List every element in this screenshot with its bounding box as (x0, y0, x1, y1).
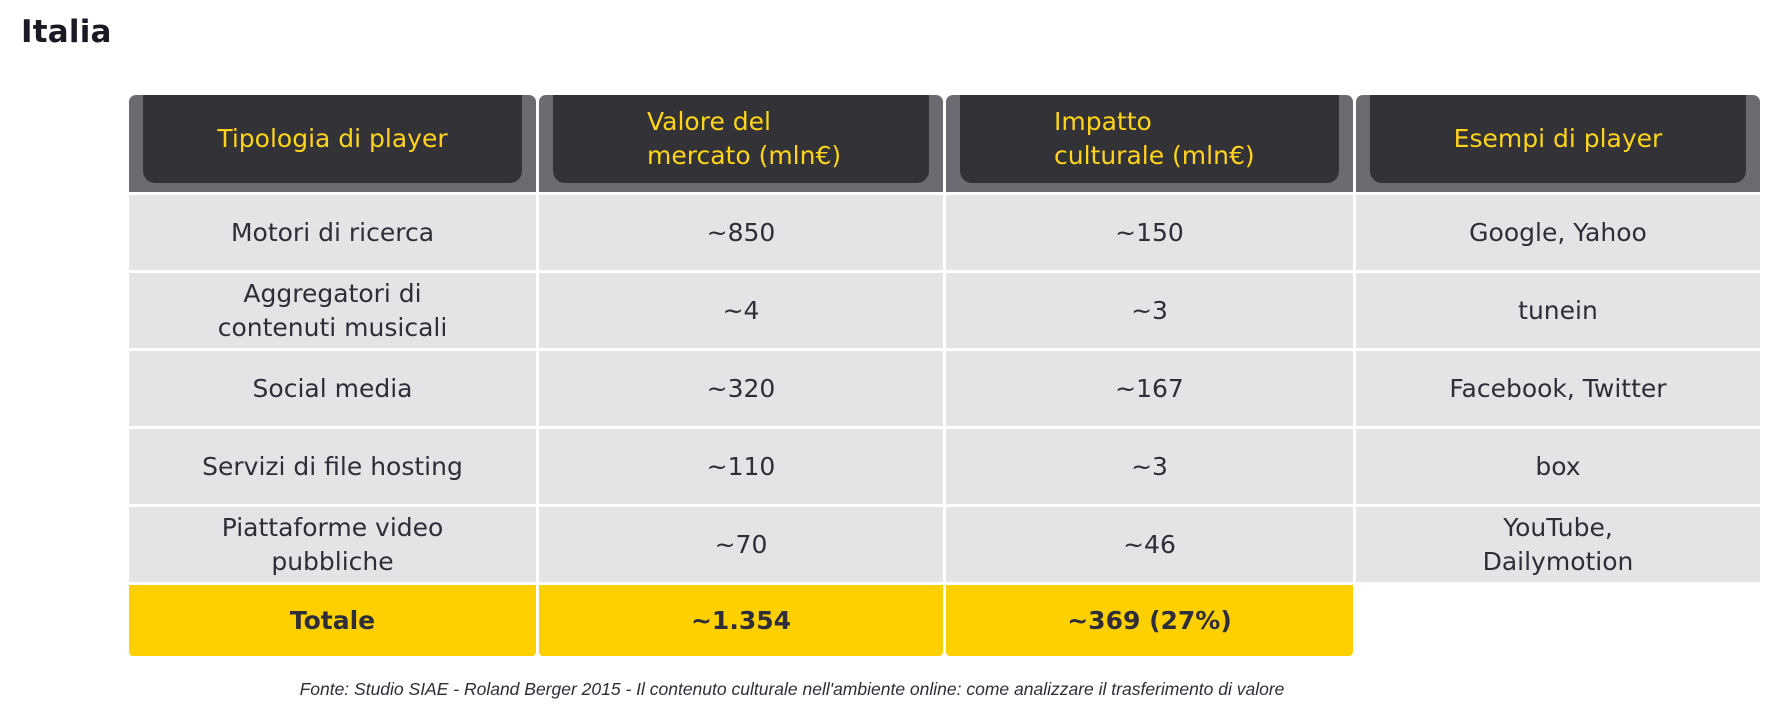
cell-valore: ~110 (539, 429, 943, 504)
header-valore: Valore del mercato (mln€) (539, 95, 943, 192)
cell-esempi-text: tunein (1518, 295, 1598, 325)
cell-esempi-text: Google, Yahoo (1469, 217, 1647, 247)
cell-esempi: YouTube, Dailymotion (1356, 507, 1760, 582)
table-row: Servizi di file hosting ~110 ~3 box (129, 429, 1760, 504)
cell-valore: ~320 (539, 351, 943, 426)
total-empty-cell (1356, 585, 1760, 656)
table-header-row: Tipologia di player Valore del mercato (… (129, 95, 1760, 192)
cell-tipologia-text: Motori di ricerca (230, 217, 435, 247)
cell-valore: ~70 (539, 507, 943, 582)
table-row: Motori di ricerca ~850 ~150 Google, Yaho… (129, 195, 1760, 270)
cell-impatto: ~46 (946, 507, 1353, 582)
cell-tipologia: Social media (129, 351, 536, 426)
market-table: Tipologia di player Valore del mercato (… (129, 95, 1760, 659)
cell-valore: ~850 (539, 195, 943, 270)
header-valore-line1: Valore del (647, 107, 771, 136)
cell-tipologia: Aggregatori di contenuti musicali (129, 273, 536, 348)
cell-tipologia: Servizi di file hosting (129, 429, 536, 504)
cell-esempi-line1: YouTube, (1503, 512, 1613, 542)
total-label: Totale (129, 585, 536, 656)
cell-tipologia-text: Servizi di file hosting (202, 451, 463, 481)
cell-esempi: Google, Yahoo (1356, 195, 1760, 270)
header-valore-line2: mercato (mln€) (647, 141, 842, 170)
cell-esempi: Facebook, Twitter (1356, 351, 1760, 426)
cell-impatto: ~3 (946, 273, 1353, 348)
cell-tipologia-line2: contenuti musicali (217, 312, 448, 342)
cell-esempi-line2: Dailymotion (1482, 546, 1634, 576)
total-valore: ~1.354 (539, 585, 943, 656)
table-row: Piattaforme video pubbliche ~70 ~46 YouT… (129, 507, 1760, 582)
cell-esempi-text: Facebook, Twitter (1449, 373, 1667, 403)
cell-esempi: box (1356, 429, 1760, 504)
cell-impatto: ~3 (946, 429, 1353, 504)
cell-tipologia-line1: Aggregatori di (243, 278, 422, 308)
cell-tipologia-line2: pubbliche (271, 546, 394, 576)
total-impatto: ~369 (27%) (946, 585, 1353, 656)
source-note: Fonte: Studio SIAE - Roland Berger 2015 … (299, 679, 1285, 699)
cell-impatto: ~167 (946, 351, 1353, 426)
page-title: Italia (21, 14, 112, 50)
header-esempi-label: Esempi di player (1453, 124, 1663, 153)
cell-valore: ~4 (539, 273, 943, 348)
cell-tipologia: Piattaforme video pubbliche (129, 507, 536, 582)
header-esempi: Esempi di player (1356, 95, 1760, 192)
cell-tipologia-line1: Piattaforme video (221, 512, 444, 542)
cell-tipologia: Motori di ricerca (129, 195, 536, 270)
cell-impatto: ~150 (946, 195, 1353, 270)
cell-tipologia-text: Social media (252, 373, 413, 403)
header-impatto-line2: culturale (mln€) (1054, 141, 1255, 170)
header-impatto: Impatto culturale (mln€) (946, 95, 1353, 192)
header-tipologia: Tipologia di player (129, 95, 536, 192)
header-impatto-line1: Impatto (1054, 107, 1152, 136)
cell-esempi-text: box (1535, 451, 1581, 481)
table-row: Aggregatori di contenuti musicali ~4 ~3 … (129, 273, 1760, 348)
header-tipologia-label: Tipologia di player (217, 124, 448, 153)
total-row: Totale ~1.354 ~369 (27%) (129, 585, 1760, 656)
cell-esempi: tunein (1356, 273, 1760, 348)
table-row: Social media ~320 ~167 Facebook, Twitter (129, 351, 1760, 426)
